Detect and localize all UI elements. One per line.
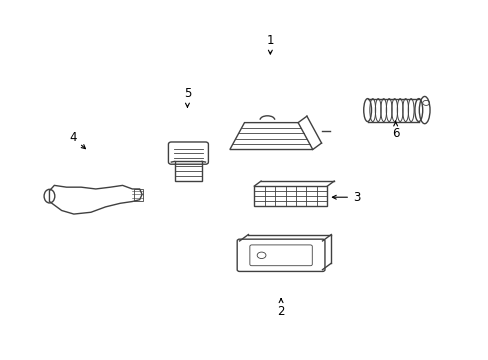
Text: 5: 5 [183, 87, 191, 107]
Text: 6: 6 [391, 121, 399, 140]
Bar [254, 186, 327, 206]
Text: 3: 3 [332, 191, 360, 204]
Text: 2: 2 [277, 299, 284, 318]
Text: 4: 4 [69, 131, 85, 149]
Text: 1: 1 [266, 33, 274, 54]
Bar [174, 161, 202, 181]
Bar [134, 189, 142, 201]
